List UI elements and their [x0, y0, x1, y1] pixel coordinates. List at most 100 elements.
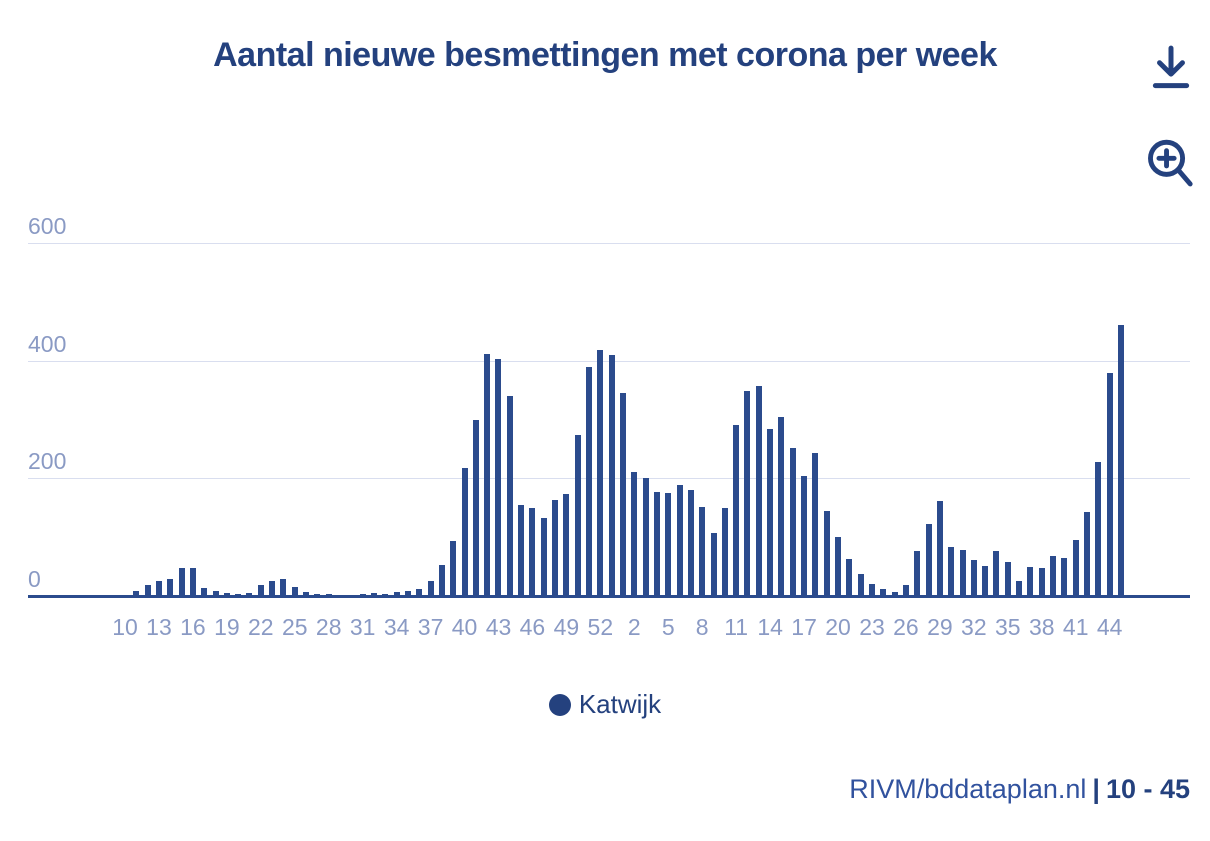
bar-week-13[interactable] [755, 385, 762, 596]
bar-week-25[interactable] [291, 586, 298, 596]
bar-week-27[interactable] [914, 551, 921, 596]
bar-week-21[interactable] [246, 593, 253, 596]
bar-week-25[interactable] [891, 592, 898, 596]
bar-week-36[interactable] [416, 588, 423, 596]
bar-week-39[interactable] [450, 540, 457, 596]
bar-week-26[interactable] [303, 592, 310, 596]
bar-week-50[interactable] [574, 434, 581, 596]
bar-week-46[interactable] [529, 507, 536, 596]
bar-week-33[interactable] [982, 565, 989, 596]
bar-week-33[interactable] [382, 594, 389, 596]
bar-week-42[interactable] [484, 353, 491, 596]
bar-week-16[interactable] [189, 568, 196, 596]
bar-week-49[interactable] [563, 493, 570, 596]
bar-week-41[interactable] [472, 419, 479, 596]
bar-week-17[interactable] [201, 588, 208, 596]
bar-week-38[interactable] [438, 565, 445, 596]
bar-week-48[interactable] [552, 499, 559, 596]
bar-week-44[interactable] [506, 395, 513, 596]
bar-week-10[interactable] [721, 508, 728, 596]
bar-week-41[interactable] [1072, 540, 1079, 596]
bar-week-12[interactable] [144, 584, 151, 596]
bar-week-39[interactable] [1050, 555, 1057, 596]
bar-week-31[interactable] [359, 594, 366, 596]
bar-week-29[interactable] [337, 594, 344, 596]
bar-week-40[interactable] [1061, 558, 1068, 596]
bar-week-42[interactable] [1084, 512, 1091, 596]
bar-week-29[interactable] [936, 500, 943, 596]
bar-week-2[interactable] [631, 472, 638, 596]
bar-week-8[interactable] [699, 507, 706, 596]
x-axis-tick-label: 35 [995, 614, 1021, 640]
bar-week-53[interactable] [608, 355, 615, 596]
bar-week-24[interactable] [280, 578, 287, 596]
legend-label: Katwijk [578, 689, 662, 719]
bar-week-9[interactable] [710, 533, 717, 596]
bar-week-45[interactable] [1117, 325, 1124, 596]
bar-week-30[interactable] [948, 546, 955, 596]
bar-week-1[interactable] [619, 393, 626, 596]
bar-week-34[interactable] [993, 550, 1000, 596]
bar-week-36[interactable] [1016, 580, 1023, 596]
x-axis-tick-label: 8 [695, 614, 709, 640]
bar-week-47[interactable] [540, 518, 547, 596]
bar-week-22[interactable] [857, 574, 864, 596]
bar-week-18[interactable] [812, 453, 819, 596]
bar-week-51[interactable] [586, 367, 593, 596]
bar-week-43[interactable] [1095, 461, 1102, 596]
bar-week-12[interactable] [744, 391, 751, 596]
bar-week-43[interactable] [495, 358, 502, 596]
bar-week-31[interactable] [959, 550, 966, 596]
bar-week-37[interactable] [1027, 566, 1034, 596]
bar-week-27[interactable] [314, 593, 321, 596]
x-axis-tick-label: 2 [627, 614, 641, 640]
bar-week-40[interactable] [461, 467, 468, 596]
bar-week-45[interactable] [518, 504, 525, 596]
legend[interactable]: Katwijk [0, 689, 1210, 720]
bar-week-20[interactable] [835, 537, 842, 596]
bar-week-16[interactable] [789, 447, 796, 596]
bar-week-15[interactable] [178, 567, 185, 596]
bar-week-15[interactable] [778, 416, 785, 596]
bar-week-17[interactable] [801, 475, 808, 596]
bar-week-6[interactable] [676, 485, 683, 596]
bar-week-3[interactable] [642, 477, 649, 596]
download-button[interactable] [1146, 42, 1196, 98]
bar-week-19[interactable] [823, 511, 830, 596]
y-axis-tick-label: 600 [28, 213, 67, 240]
bar-week-14[interactable] [167, 578, 174, 596]
week-range: 10 - 45 [1105, 774, 1190, 804]
bar-week-37[interactable] [427, 580, 434, 596]
bar-week-13[interactable] [155, 581, 162, 596]
bar-week-21[interactable] [846, 558, 853, 596]
bar-week-5[interactable] [665, 493, 672, 596]
zoom-in-button[interactable] [1144, 136, 1198, 194]
bar-week-11[interactable] [733, 425, 740, 596]
bar-week-22[interactable] [257, 585, 264, 596]
bar-week-30[interactable] [348, 594, 355, 596]
bar-week-20[interactable] [235, 594, 242, 596]
bar-week-7[interactable] [687, 490, 694, 596]
bar-week-23[interactable] [868, 583, 875, 596]
bar-week-26[interactable] [902, 585, 909, 596]
bar-week-24[interactable] [880, 588, 887, 596]
bar-week-11[interactable] [133, 591, 140, 596]
bar-week-14[interactable] [767, 428, 774, 596]
bar-week-32[interactable] [370, 593, 377, 596]
bar-week-34[interactable] [393, 592, 400, 596]
bar-week-35[interactable] [404, 591, 411, 596]
bar-week-32[interactable] [970, 559, 977, 596]
bar-week-38[interactable] [1038, 567, 1045, 596]
footer-separator: | [1092, 774, 1100, 804]
bar-week-4[interactable] [653, 492, 660, 596]
bar-week-44[interactable] [1106, 373, 1113, 596]
bar-week-18[interactable] [212, 590, 219, 596]
bar-week-35[interactable] [1004, 562, 1011, 596]
bar-week-10[interactable] [122, 594, 128, 596]
bar-week-19[interactable] [223, 593, 230, 596]
x-axis-tick-label: 38 [1028, 614, 1055, 640]
bar-week-52[interactable] [597, 350, 604, 596]
bar-week-23[interactable] [269, 581, 276, 596]
bar-week-28[interactable] [925, 524, 932, 596]
bar-week-28[interactable] [325, 594, 332, 596]
